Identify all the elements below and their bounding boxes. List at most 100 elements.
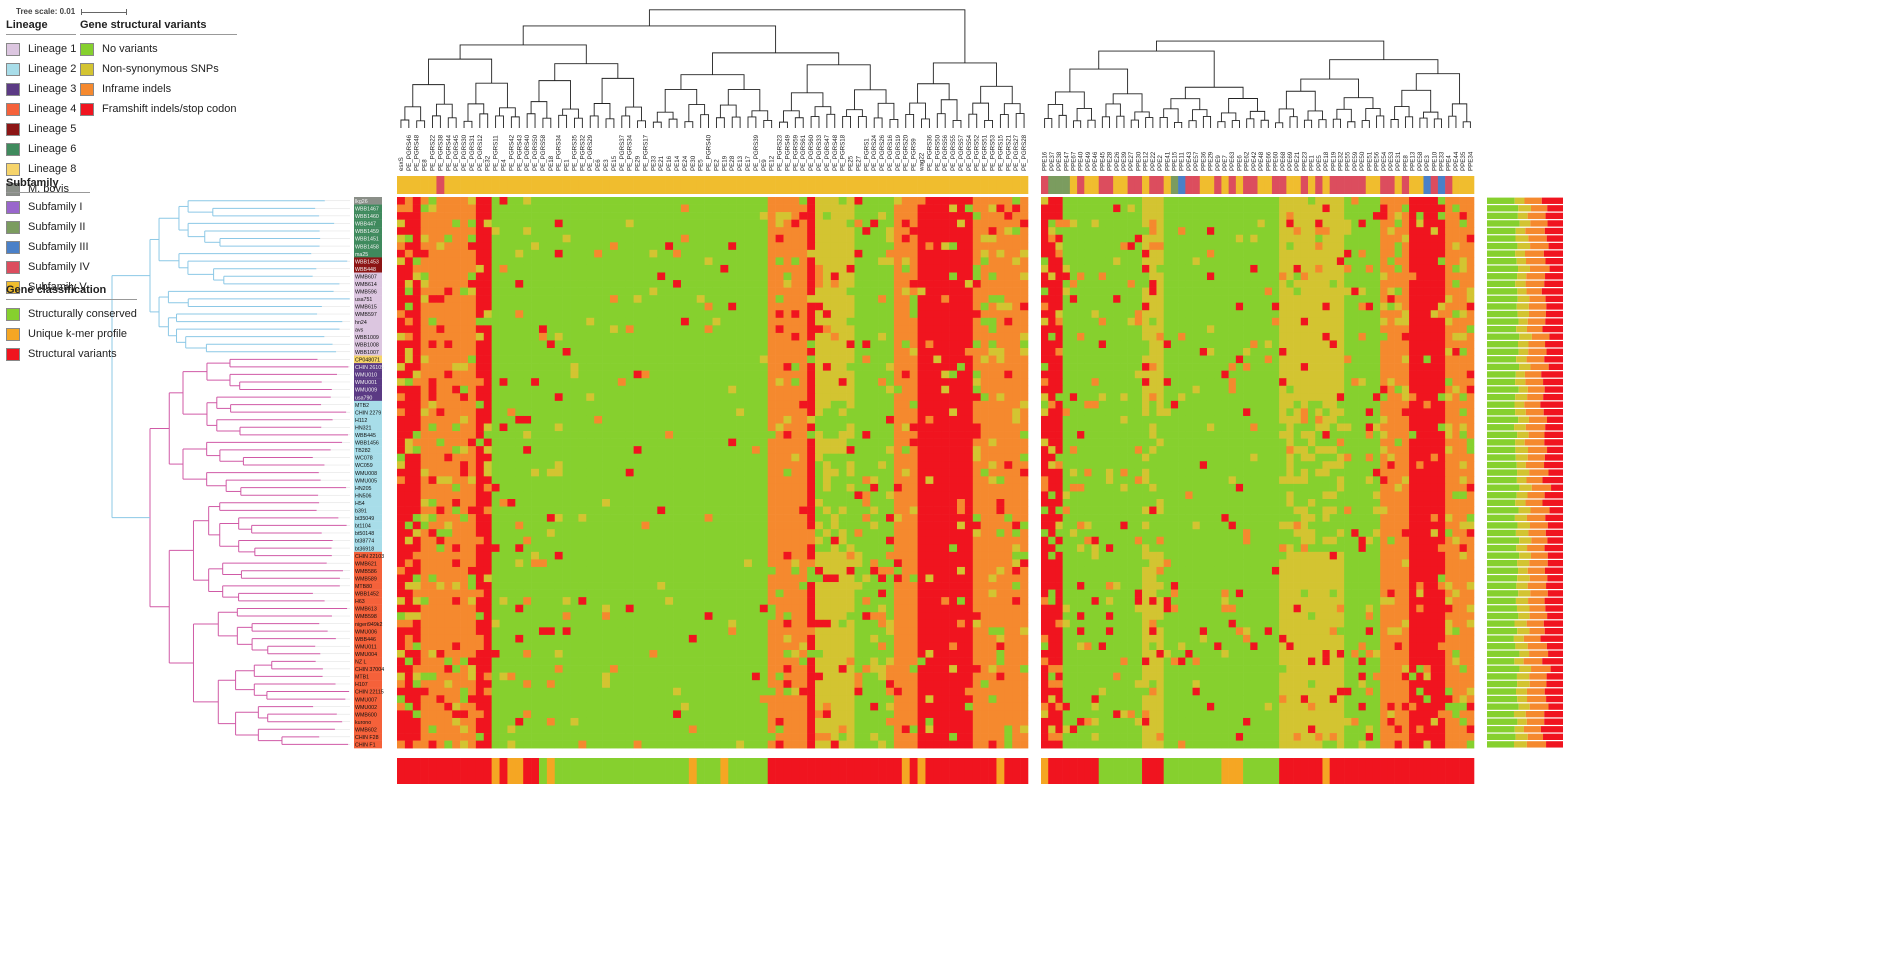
dendrogram-branch — [459, 44, 587, 64]
heatmap-cell — [949, 559, 958, 568]
strain-lineage-cell — [354, 385, 382, 394]
heatmap-cell — [878, 348, 887, 356]
heatmap-cell — [523, 574, 532, 583]
heatmap-cell — [775, 325, 784, 334]
heatmap-cell — [586, 453, 595, 462]
heatmap-cell — [586, 272, 595, 281]
heatmap-cell — [633, 536, 642, 545]
heatmap-cell — [657, 514, 666, 522]
heatmap-cell — [404, 234, 414, 243]
heatmap-cell — [404, 370, 414, 379]
heatmap-cell — [909, 521, 918, 530]
heatmap-cell — [736, 476, 745, 485]
heatmap-cell — [538, 204, 548, 213]
gene-label: PPE39 — [1121, 151, 1128, 171]
gene-label: PPE31 — [1395, 151, 1402, 171]
heatmap-cell — [538, 423, 548, 432]
heatmap-cell — [712, 242, 721, 251]
dendrogram-branch — [621, 115, 631, 128]
subfamily-cell — [799, 176, 808, 194]
heatmap-cell — [941, 264, 950, 273]
heatmap-cell — [412, 582, 421, 590]
heatmap-cell — [933, 310, 942, 319]
heatmap-cell — [925, 264, 934, 273]
heatmap-cell — [736, 431, 745, 439]
heatmap-cell — [972, 529, 981, 538]
heatmap-cell — [767, 446, 776, 454]
heatmap-cell — [397, 204, 406, 213]
gene-label: PPE55 — [1345, 151, 1352, 171]
heatmap-cell — [586, 204, 595, 213]
subfamily-cell — [397, 176, 406, 194]
heatmap-cell — [657, 468, 666, 477]
heatmap-cell — [751, 355, 761, 364]
heatmap-cell — [499, 340, 508, 349]
heatmap-cell — [1004, 536, 1013, 545]
heatmap-cell — [554, 227, 563, 236]
heatmap-cell — [909, 257, 918, 266]
heatmap-cell — [704, 559, 713, 568]
heatmap-cell — [546, 574, 556, 583]
heatmap-cell — [467, 423, 477, 432]
heatmap-cell — [767, 423, 776, 432]
heatmap-cell — [854, 461, 863, 470]
heatmap-cell — [546, 340, 556, 349]
heatmap-cell — [775, 295, 784, 303]
strain-lineage-cell — [354, 280, 382, 288]
heatmap-cell — [665, 559, 674, 568]
heatmap-cell — [673, 348, 682, 356]
heatmap-cell — [436, 408, 445, 417]
strain-label: b391 — [355, 509, 367, 515]
strain-label: bt50148 — [355, 531, 374, 537]
heatmap-cell — [452, 264, 461, 273]
heatmap-cell — [467, 280, 477, 288]
heatmap-cell — [444, 385, 453, 394]
gene-label: PE_PGRS17 — [642, 134, 649, 171]
heatmap-cell — [625, 302, 634, 311]
heatmap-cell — [507, 551, 516, 560]
heatmap-cell — [704, 400, 713, 409]
heatmap-cell — [1012, 476, 1021, 485]
gene-label: PE_PGRS46 — [406, 134, 413, 171]
strain-lineage-cell — [354, 642, 382, 651]
heatmap-cell — [886, 197, 895, 205]
subfamily-cell — [696, 176, 705, 194]
heatmap-cell — [704, 461, 713, 470]
heatmap-cell — [964, 325, 974, 334]
heatmap-cell — [467, 446, 477, 454]
heatmap-cell — [775, 393, 784, 402]
heatmap-cell — [515, 287, 524, 296]
heatmap-cell — [467, 461, 477, 470]
heatmap-cell — [475, 234, 485, 243]
heatmap-cell — [436, 393, 445, 402]
heatmap-cell — [1012, 348, 1021, 356]
heatmap-cell — [807, 249, 816, 258]
heatmap-cell — [807, 317, 816, 326]
heatmap-cell — [578, 468, 587, 477]
heatmap-cell — [988, 332, 997, 341]
heatmap-cell — [996, 249, 1005, 258]
subfamily-cell — [499, 176, 508, 194]
heatmap-cell — [507, 325, 516, 334]
heatmap-cell — [799, 438, 808, 447]
heatmap-cell — [949, 363, 958, 371]
heatmap-cell — [483, 219, 492, 228]
heatmap-cell — [751, 363, 761, 371]
heatmap-cell — [830, 431, 839, 439]
subfamily-cell — [1062, 176, 1071, 194]
strain-label: WC078 — [355, 456, 373, 462]
heatmap-cell — [602, 242, 611, 251]
dendrogram-branch — [1184, 86, 1244, 99]
heatmap-cell — [728, 461, 737, 470]
heatmap-cell — [846, 385, 855, 394]
heatmap-cell — [444, 317, 453, 326]
heatmap-cell — [791, 264, 800, 273]
heatmap-cell — [901, 234, 910, 243]
heatmap-cell — [444, 574, 453, 583]
heatmap-cell — [830, 332, 839, 341]
heatmap-cell — [562, 491, 571, 500]
heatmap-cell — [657, 234, 666, 243]
heatmap-cell — [696, 325, 705, 334]
heatmap-cell — [499, 242, 508, 251]
heatmap-cell — [933, 514, 942, 522]
